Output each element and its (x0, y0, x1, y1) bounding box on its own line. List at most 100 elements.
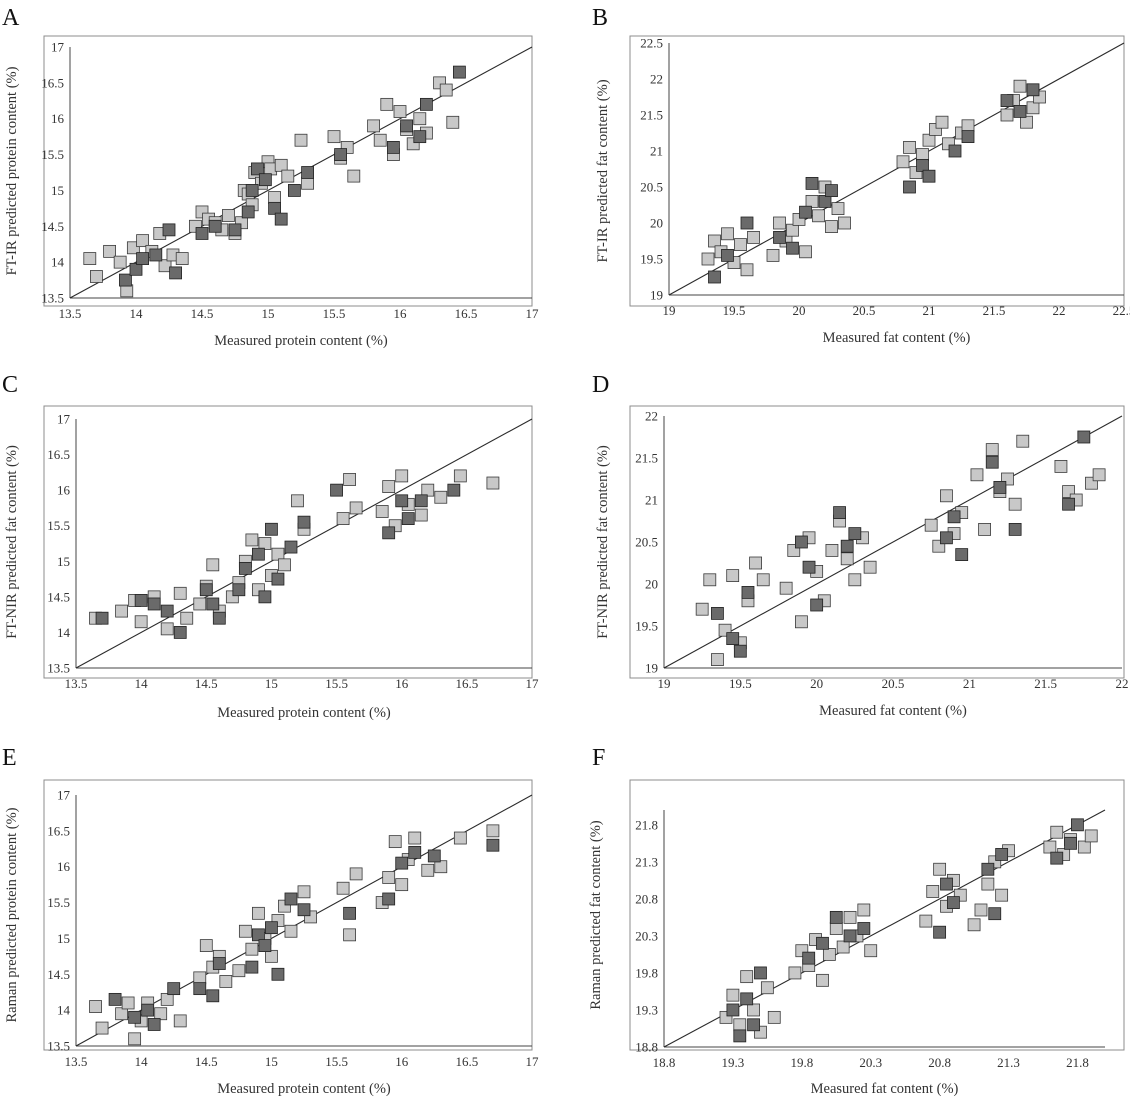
reference-line (663, 415, 1123, 669)
panel-letter: F (592, 745, 605, 771)
data-point-dark (747, 1018, 760, 1032)
data-point-light (113, 255, 127, 269)
data-point-light (726, 569, 740, 582)
y-axis-label: FT-IR predicted fat content (%) (595, 79, 611, 262)
data-point-light (857, 903, 871, 917)
data-point-light (825, 544, 839, 557)
x-tick-label: 15.5 (323, 306, 346, 321)
data-point-light (924, 518, 938, 532)
data-point-light (232, 964, 246, 978)
data-point-light (756, 573, 770, 587)
data-point-dark (206, 597, 220, 611)
data-point-dark (119, 273, 132, 287)
x-tick-label: 13.5 (65, 676, 88, 691)
data-point-light (134, 615, 148, 629)
data-point-dark (726, 632, 740, 645)
panel-B: B 19 19.5 20 20.5 21 21.5 22 22.5 19 19.5 20 20.5 21 2… (592, 5, 1130, 346)
data-point-light (336, 512, 350, 525)
x-tick-label: 19.3 (722, 1055, 745, 1070)
x-tick-label: 14.5 (191, 306, 214, 321)
data-point-dark (947, 896, 960, 909)
data-point-dark (833, 506, 846, 520)
x-tick-label: 16 (395, 676, 409, 691)
data-point-dark (993, 480, 1007, 494)
y-axis-label: FT-NIR predicted fat content (%) (595, 445, 611, 639)
data-point-light (393, 105, 407, 118)
y-tick-label: 15.5 (47, 895, 70, 910)
x-tick-label: 14.5 (195, 676, 218, 691)
data-point-dark (401, 512, 415, 525)
data-point-light (193, 597, 207, 611)
data-point-dark (786, 241, 799, 255)
data-point-light (367, 119, 381, 133)
data-point-dark (955, 548, 969, 561)
data-point-dark (947, 510, 961, 524)
x-axis-label: Measured fat content (%) (811, 1081, 959, 1097)
panel-A: A 13.5 14 14.5 15 15.5 16 16.5 17 13.5 14 14.5 15 15.… (2, 5, 539, 349)
data-point-light (180, 611, 194, 625)
data-point-dark (251, 928, 265, 942)
data-point-light (90, 270, 103, 283)
data-point-light (206, 558, 220, 572)
y-tick-label: 16.5 (41, 75, 64, 90)
data-point-dark (265, 522, 278, 536)
data-point-dark (195, 227, 209, 240)
plot-frame (629, 779, 1125, 1051)
y-axis-label: FT-IR predicted protein content (%) (4, 66, 20, 275)
data-point-light (848, 573, 862, 587)
data-point-light (795, 615, 808, 629)
data-point-dark (840, 539, 854, 553)
data-point-light (158, 259, 172, 273)
data-point-dark (271, 967, 285, 981)
data-point-dark (400, 119, 414, 133)
data-point-light (843, 910, 857, 924)
y-tick-label: 19 (645, 661, 658, 676)
data-point-light (831, 202, 845, 216)
data-point-light (265, 949, 278, 963)
x-tick-label: 20.5 (882, 676, 905, 691)
data-point-dark (287, 184, 301, 197)
data-point-dark (413, 130, 427, 144)
data-point-light (274, 158, 288, 172)
y-tick-label: 17 (57, 412, 71, 427)
data-point-dark (940, 877, 953, 891)
x-tick-label: 21 (963, 676, 976, 691)
x-tick-label: 20.8 (928, 1055, 951, 1070)
data-point-light (1008, 497, 1022, 511)
data-point-dark (1013, 105, 1027, 118)
data-point-dark (452, 65, 466, 79)
data-point-dark (108, 992, 122, 1006)
data-point-dark (251, 547, 265, 561)
data-point-dark (258, 939, 272, 952)
data-point-dark (733, 1029, 747, 1043)
data-point-light (284, 924, 298, 938)
y-tick-label: 19.5 (640, 252, 663, 267)
x-tick-label: 20 (793, 303, 806, 318)
data-point-dark (301, 166, 315, 179)
x-tick-label: 18.8 (653, 1055, 676, 1070)
data-point-dark (810, 598, 824, 612)
data-point-light (175, 252, 189, 265)
data-point-light (933, 862, 947, 876)
data-point-dark (829, 910, 843, 924)
panel-letter: D (592, 372, 609, 398)
x-tick-label: 22.5 (1113, 303, 1130, 318)
data-point-dark (1077, 430, 1091, 444)
data-point-light (291, 494, 304, 508)
x-tick-label: 21.5 (1034, 676, 1057, 691)
data-point-dark (134, 594, 148, 607)
x-tick-label: 19.5 (723, 303, 746, 318)
data-point-light (1077, 840, 1091, 854)
data-point-light (446, 115, 460, 129)
plot-frame (43, 35, 533, 307)
y-tick-label: 20.8 (635, 891, 658, 906)
data-point-light (382, 871, 396, 884)
data-point-dark (334, 148, 348, 161)
data-point-dark (843, 929, 857, 943)
y-tick-label: 21 (650, 144, 663, 159)
x-tick-label: 13.5 (59, 306, 82, 321)
data-point-light (281, 169, 295, 183)
data-point-dark (805, 176, 819, 190)
data-point-light (245, 942, 259, 956)
data-point-dark (245, 184, 259, 197)
